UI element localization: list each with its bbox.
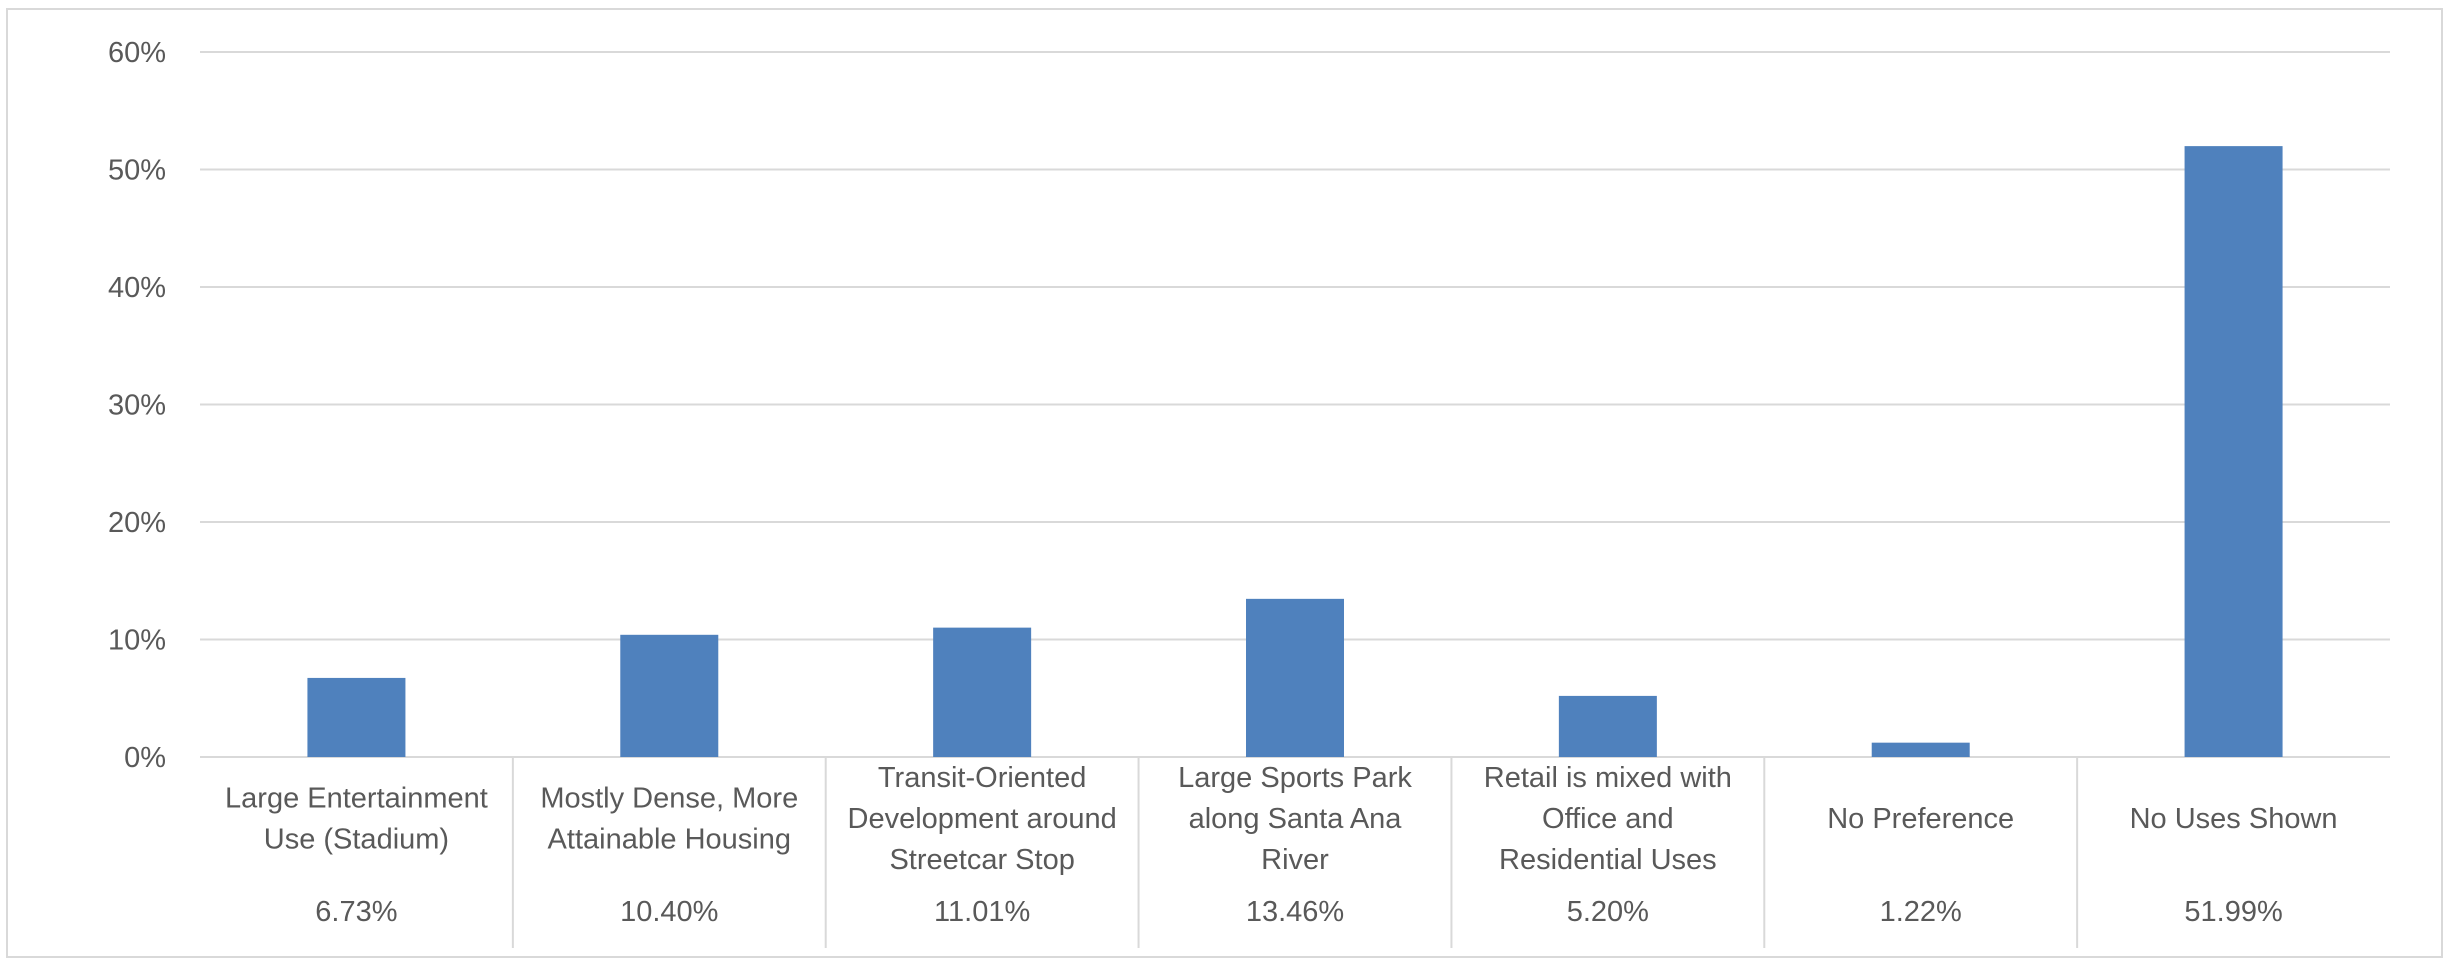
category-label: No Uses Shown bbox=[2130, 803, 2338, 835]
y-tick-label: 40% bbox=[108, 272, 166, 304]
bar bbox=[933, 627, 1032, 757]
category-label: Retail is mixed with Office and Residentia… bbox=[1484, 762, 1732, 876]
y-tick-label: 50% bbox=[108, 155, 166, 187]
category-label: No Preference bbox=[1827, 803, 2014, 835]
category-label: Transit-Oriented Development around Street… bbox=[848, 762, 1117, 876]
chart-frame bbox=[6, 8, 2443, 958]
data-value-label: 51.99% bbox=[2184, 896, 2282, 928]
y-tick-label: 60% bbox=[108, 37, 166, 69]
data-value-label: 6.73% bbox=[315, 896, 397, 928]
category-label: Large Entertainment Use (Stadium) bbox=[225, 783, 488, 856]
data-value-label: 11.01% bbox=[934, 896, 1030, 928]
data-value-label: 13.46% bbox=[1246, 896, 1344, 928]
category-label: Large Sports Park along Santa Ana River bbox=[1178, 762, 1412, 876]
bar bbox=[1558, 695, 1657, 757]
y-tick-label: 20% bbox=[108, 507, 166, 539]
bar bbox=[1871, 742, 1970, 757]
bar bbox=[1246, 598, 1344, 757]
data-value-label: 5.20% bbox=[1567, 896, 1649, 928]
data-value-label: 10.40% bbox=[620, 896, 718, 928]
y-tick-label: 10% bbox=[108, 625, 166, 657]
y-tick-label: 0% bbox=[124, 742, 166, 774]
bar bbox=[307, 677, 406, 757]
data-value-label: 1.22% bbox=[1880, 896, 1962, 928]
bar bbox=[2184, 146, 2283, 757]
bar bbox=[620, 634, 719, 757]
category-label: Mostly Dense, More Attainable Housing bbox=[540, 783, 798, 856]
y-tick-label: 30% bbox=[108, 390, 166, 422]
